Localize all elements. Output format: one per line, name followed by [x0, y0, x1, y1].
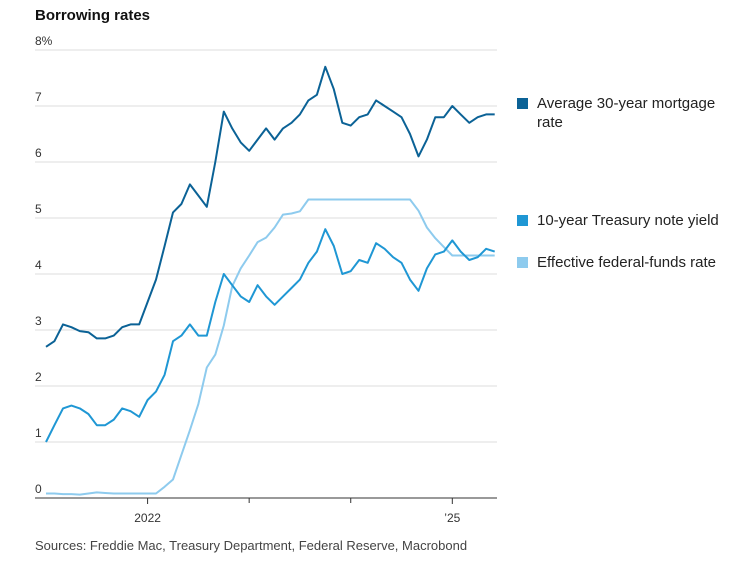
y-tick-label: 3: [35, 314, 42, 328]
x-tick-label: 2022: [134, 511, 161, 525]
series-line: [45, 228, 496, 443]
y-tick-label: 8%: [35, 34, 53, 48]
legend-label: 10-year Treasury note yield: [537, 212, 719, 229]
legend-swatch: [517, 98, 528, 109]
legend-label: Average 30-year mortgage rate: [537, 95, 716, 131]
y-tick-label: 6: [35, 146, 42, 160]
x-tick-label: ’25: [444, 511, 460, 525]
series-line: [46, 198, 495, 496]
y-tick-label: 4: [35, 258, 42, 272]
legend-label: Effective federal-funds rate: [537, 254, 716, 271]
legend-item: Effective federal-funds rate: [517, 253, 727, 272]
legend-item: 10-year Treasury note yield: [517, 211, 727, 230]
series-line: [45, 65, 495, 348]
y-tick-label: 1: [35, 426, 42, 440]
y-tick-label: 7: [35, 90, 42, 104]
legend-swatch: [517, 257, 528, 268]
y-tick-label: 5: [35, 202, 42, 216]
legend-item: Average 30-year mortgage rate: [517, 94, 727, 132]
legend-swatch: [517, 215, 528, 226]
source: Sources: Freddie Mac, Treasury Departmen…: [35, 538, 468, 553]
y-tick-label: 2: [35, 370, 42, 384]
chart-title: Borrowing rates: [35, 7, 151, 24]
y-tick-label: 0: [35, 482, 42, 496]
